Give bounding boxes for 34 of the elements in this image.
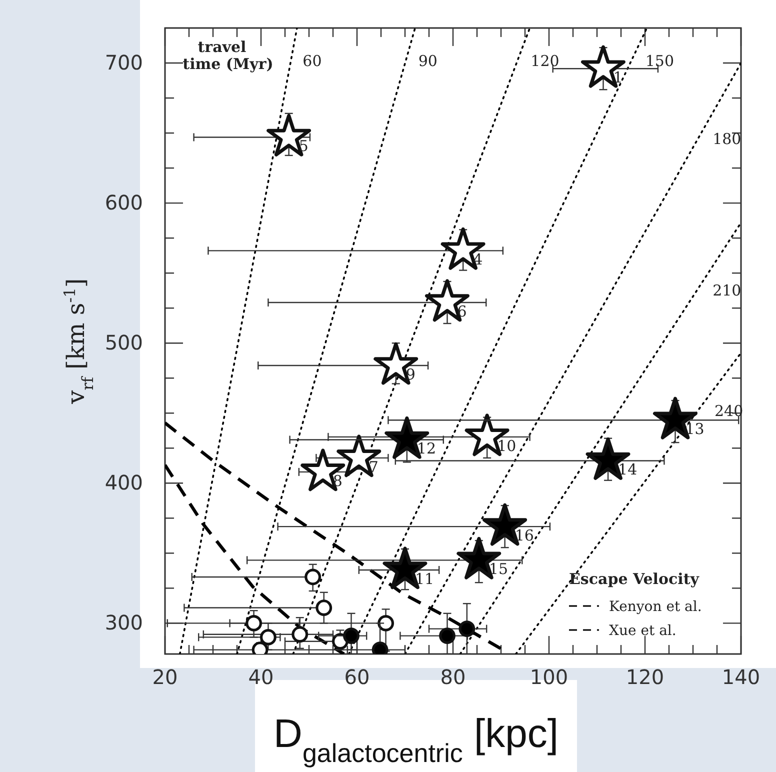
annotation: 15 — [488, 560, 508, 578]
x-tick-label: 60 — [344, 665, 370, 690]
annotation: 6 — [457, 302, 467, 320]
annotation: 180 — [712, 130, 742, 148]
annotation: 90 — [418, 52, 438, 70]
legend-label: Kenyon et al. — [609, 598, 702, 615]
x-axis-title: D$_{galactocentric}$ [kpc] — [274, 712, 558, 768]
y-tick-label: 300 — [104, 610, 143, 635]
x-tick-label: 100 — [530, 665, 568, 690]
x-tick-label: 40 — [248, 665, 274, 690]
y-tick-label: 400 — [104, 470, 143, 495]
annotation: 150 — [645, 52, 674, 70]
annotation: 7 — [368, 458, 378, 476]
annotation: 12 — [416, 440, 436, 458]
y-tick-label: 700 — [104, 50, 143, 74]
x-tick-label: 20 — [152, 665, 178, 690]
annotation: 14 — [618, 460, 638, 479]
annotation: 210 — [712, 281, 742, 300]
annotation: 10 — [497, 436, 516, 455]
annotation: 120 — [530, 52, 560, 70]
legend-label: Xue et al. — [609, 622, 676, 639]
annotation: 13 — [685, 420, 704, 438]
annotation: 16 — [514, 526, 534, 545]
y-tick-label: 500 — [104, 330, 143, 354]
annotation: 60 — [302, 52, 322, 70]
annotation: 1 — [613, 68, 623, 87]
annotation: 11 — [415, 570, 434, 588]
x-tick-label: 140 — [722, 665, 760, 690]
annotation: travel time (Myr) — [182, 38, 274, 73]
x-tick-label: 80 — [440, 665, 466, 690]
x-tick-label: 120 — [626, 665, 664, 690]
annotation: 5 — [298, 137, 308, 156]
y-tick-label: 600 — [104, 190, 143, 214]
legend-title: Escape Velocity — [569, 570, 700, 588]
